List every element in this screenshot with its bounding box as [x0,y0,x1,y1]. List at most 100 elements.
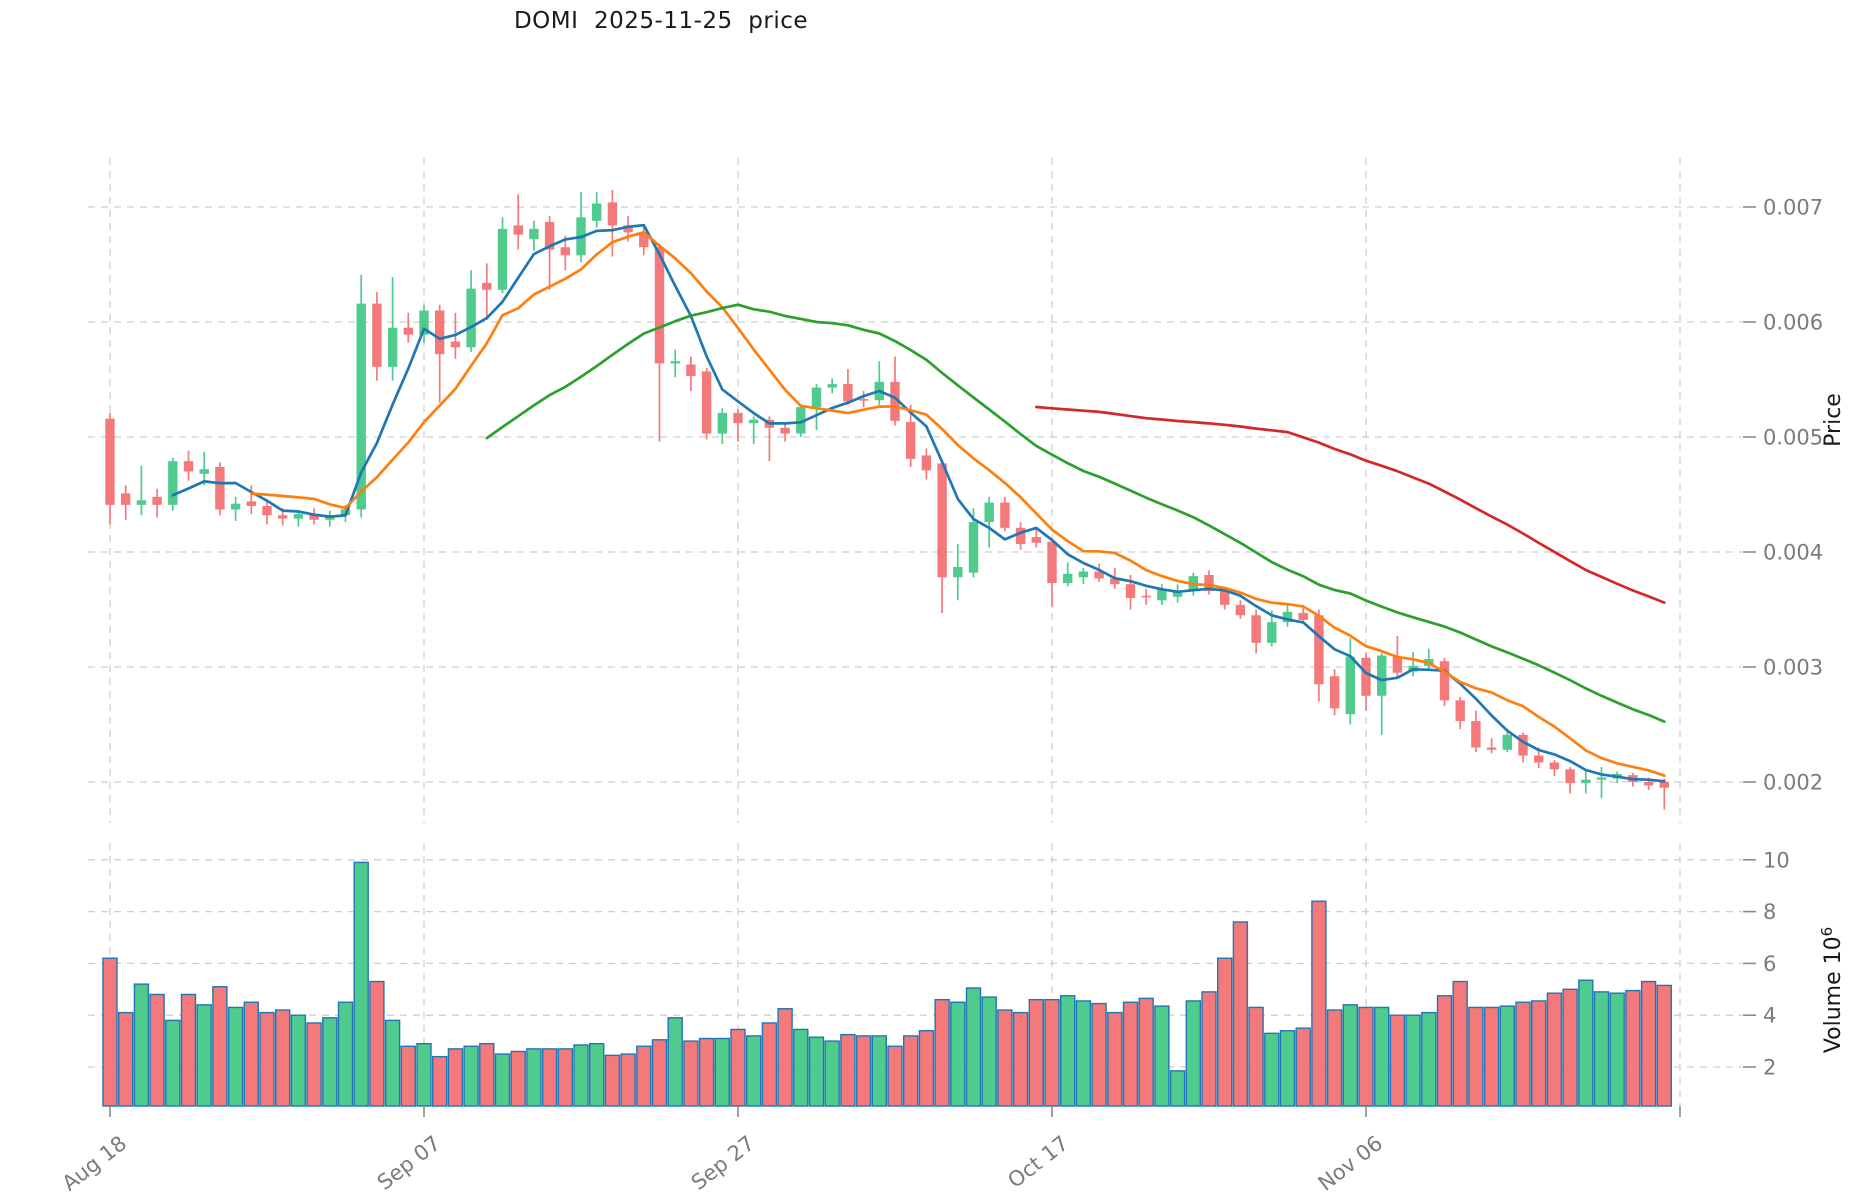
candle-body [780,427,790,434]
volume-bar [1044,998,1060,1107]
volume-bar [1248,1006,1264,1107]
volume-bar [196,1004,212,1107]
volume-bar [777,1008,793,1107]
candle-body [921,455,932,471]
candle-body [1565,769,1575,784]
price-tick-label: 0.006 [1763,311,1823,335]
candle-body [796,407,806,434]
volume-bar [620,1053,636,1107]
candle-body [701,371,712,434]
candle-body [309,514,319,520]
price-tick-label: 0.004 [1763,541,1823,565]
volume-bar [1169,1070,1186,1107]
candle-body [435,310,445,355]
candle-body [1643,782,1654,786]
ma-line-MA5 [171,223,1666,783]
volume-bar [934,998,950,1107]
volume-bar [903,1035,919,1107]
volume-bar [416,1042,432,1107]
volume-bar [180,993,197,1107]
volume-tick-label: 10 [1763,848,1790,872]
volume-bar [165,1019,181,1107]
volume-bar [950,1001,966,1107]
volume-bar [243,1001,260,1107]
candle-body [607,202,618,226]
candle-body [105,418,115,505]
candle-body [623,225,633,233]
candle-body [262,506,272,516]
gridlines-layer [88,158,1742,1106]
volume-tick-label: 6 [1763,952,1776,976]
candle-body [152,496,162,505]
volume-bar [1436,995,1453,1107]
candle-body [1486,747,1497,750]
volume-bar [808,1036,825,1107]
candle-body [1094,571,1104,579]
candle-body [1549,762,1560,770]
volume-bar [871,1035,887,1107]
price-tick-label: 0.007 [1763,196,1823,220]
candle-body [1000,502,1010,528]
price-tick-label: 0.005 [1763,426,1823,450]
candle-body [592,203,602,221]
candle-body [1518,734,1528,756]
volume-bar [1656,984,1673,1107]
candle-body [1439,661,1450,701]
volume-bar [227,1006,244,1107]
volume-bar [698,1037,715,1107]
volume-bar [730,1028,746,1107]
candle-body [293,514,304,519]
candle-body [419,310,429,335]
volume-tick-label: 4 [1763,1004,1776,1028]
chart-title: DOMI 2025-11-25 price [513,8,809,34]
volume-bar [1421,1011,1437,1107]
candle-body [450,341,461,348]
candle-body [1659,782,1669,788]
candle-body [1141,595,1151,598]
ma-line-MA60 [1034,405,1666,604]
candle-body [278,515,288,519]
volume-bar [793,1028,809,1107]
volume-bar [1483,1006,1500,1107]
volume-bar [1075,1000,1092,1107]
volume-bar [1609,992,1625,1107]
volume-bars-layer [102,861,1673,1107]
candle-body [560,247,570,256]
candle-body [121,493,131,505]
candle-body [1596,777,1607,780]
x-tick-label: Nov 06 [1314,1131,1387,1196]
volume-bar [636,1045,652,1107]
volume-bar [1012,1011,1029,1107]
volume-bar [667,1017,683,1107]
candle-body [858,399,869,401]
volume-bar [604,1054,621,1107]
candle-body [246,501,256,506]
x-tick-label: Sep 07 [373,1131,445,1195]
volume-bar [212,986,228,1107]
candle-body [1078,571,1089,578]
volume-bar [1122,1001,1139,1107]
volume-bar [1295,1027,1311,1107]
x-tick-label: Sep 27 [687,1131,759,1195]
candle-body [356,303,366,510]
candle-body [1581,779,1591,784]
volume-bar [337,1001,354,1107]
volume-bar [1389,1014,1406,1107]
candle-body [544,221,555,250]
volume-bar [1499,1005,1516,1107]
volume-bar [463,1045,479,1107]
candle-body [1172,591,1183,597]
volume-bar [526,1048,542,1107]
ma-line-MA10 [249,230,1666,778]
candle-body [387,327,398,367]
candle-body [686,364,696,377]
volume-bar [102,957,118,1107]
volume-bar [855,1035,872,1107]
volume-bar [447,1048,464,1107]
volume-bar [369,980,385,1107]
volume-bar [1201,991,1217,1107]
volume-tick-label: 8 [1763,900,1776,924]
candle-body [749,419,759,424]
